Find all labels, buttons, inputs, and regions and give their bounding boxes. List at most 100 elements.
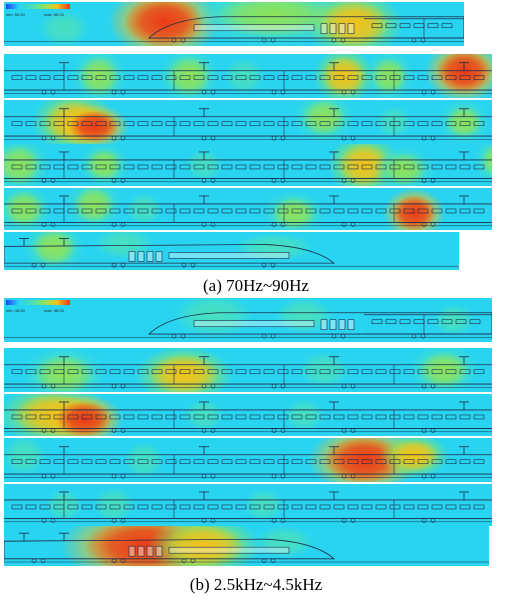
train-part	[109, 414, 121, 420]
train-part	[151, 121, 163, 127]
train-part	[67, 369, 79, 375]
train-part	[319, 75, 331, 81]
hotspot	[434, 304, 474, 336]
train-part	[375, 504, 387, 510]
train-part	[81, 459, 93, 465]
train-part	[25, 369, 37, 375]
train-part	[95, 164, 107, 170]
train-part	[67, 414, 79, 420]
wheel	[420, 37, 426, 43]
wheel	[421, 178, 427, 183]
train-part	[39, 459, 51, 465]
train-part	[305, 459, 317, 465]
train-part	[445, 504, 457, 510]
train-part	[347, 75, 359, 81]
train-part	[473, 208, 485, 214]
train-part	[137, 208, 149, 214]
train-part	[11, 369, 23, 375]
train-part	[235, 208, 247, 214]
train-part	[39, 75, 51, 81]
train-part	[207, 164, 219, 170]
train-part	[179, 504, 191, 510]
train-part	[389, 75, 401, 81]
train-part	[427, 319, 439, 325]
wheel	[350, 89, 356, 95]
train-part	[123, 164, 135, 170]
wheel	[270, 262, 276, 268]
train-part	[319, 414, 331, 420]
wheel	[111, 428, 117, 433]
wheel	[271, 178, 277, 183]
train-nose	[148, 16, 464, 39]
train-part	[151, 75, 163, 81]
train-part	[39, 164, 51, 170]
wheel	[350, 383, 356, 389]
train-part	[235, 75, 247, 81]
train-part	[123, 75, 135, 81]
train-part	[249, 75, 261, 81]
train-part	[347, 319, 355, 331]
train-part	[25, 164, 37, 170]
wheel	[210, 89, 216, 95]
train-part	[193, 164, 205, 170]
train-part	[193, 414, 205, 420]
train-part	[361, 208, 373, 214]
train-part	[155, 251, 163, 262]
train-part	[11, 208, 23, 214]
train-part	[305, 504, 317, 510]
train-part	[389, 369, 401, 375]
train-part	[427, 23, 439, 29]
train-part	[137, 369, 149, 375]
train-part	[193, 320, 315, 328]
wheel	[280, 135, 286, 141]
train-part	[417, 504, 429, 510]
contour-strip-4	[4, 144, 492, 186]
train-part	[67, 504, 79, 510]
train-part	[431, 414, 443, 420]
wheel	[421, 518, 427, 523]
train-part	[207, 208, 219, 214]
hotspot	[74, 188, 114, 223]
train-part	[338, 319, 346, 331]
train-part	[207, 75, 219, 81]
train-part	[95, 414, 107, 420]
wheel	[41, 89, 47, 95]
wheel	[341, 89, 347, 95]
wheel	[120, 383, 126, 389]
train-part	[165, 459, 177, 465]
panel-a-caption: (a) 70Hz~90Hz	[203, 276, 309, 295]
hotspot	[69, 110, 119, 143]
train-part	[361, 414, 373, 420]
train-part	[277, 504, 289, 510]
wheel	[421, 428, 427, 433]
wheel	[430, 178, 436, 183]
train-part	[95, 504, 107, 510]
train-part	[109, 75, 121, 81]
colorbar: min: 50.00 max: 65.00	[6, 4, 70, 17]
hotspot	[39, 10, 89, 46]
panel-a-contour-map: min: 50.00 max: 65.00	[4, 2, 492, 270]
train-part	[305, 208, 317, 214]
train-part	[347, 23, 355, 35]
contour-strip-5	[4, 188, 492, 230]
wheel	[270, 558, 276, 564]
train-tail	[4, 244, 336, 264]
train-part	[109, 164, 121, 170]
train-part	[459, 414, 471, 420]
train-part	[151, 459, 163, 465]
panel-b-contour-map: min: 45.00 max: 58.00	[4, 298, 492, 566]
wheel	[201, 428, 207, 433]
train-part	[375, 164, 387, 170]
train-part	[137, 164, 149, 170]
train-part	[249, 504, 261, 510]
train-part	[389, 121, 401, 127]
hotspot	[4, 438, 46, 476]
wheel	[111, 383, 117, 389]
train-part	[417, 459, 429, 465]
colorbar-min-label: min: 45.00	[6, 308, 25, 313]
train-part	[277, 164, 289, 170]
train-part	[81, 164, 93, 170]
train-part	[389, 414, 401, 420]
train-part	[263, 121, 275, 127]
hotspot	[389, 439, 439, 472]
